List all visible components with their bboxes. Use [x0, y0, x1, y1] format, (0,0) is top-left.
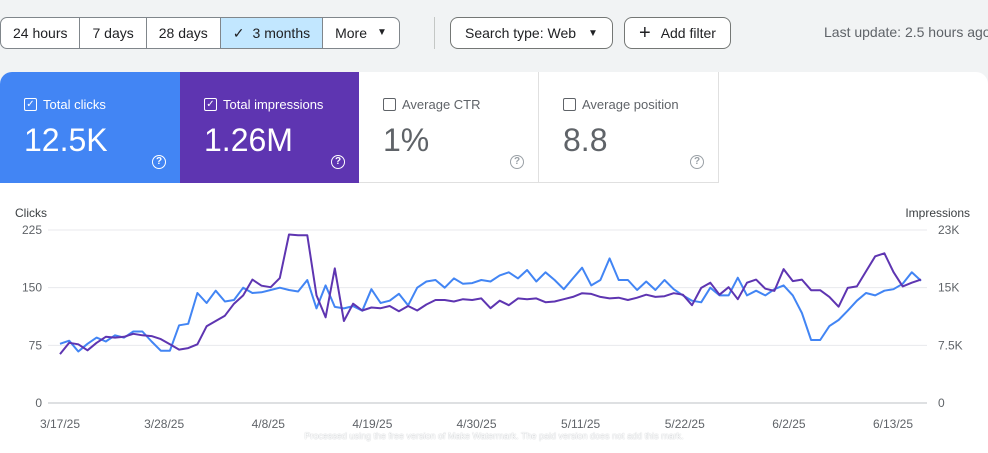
x-tick-label: 5/11/25	[561, 417, 600, 431]
metric-card-average-position[interactable]: Average position 8.8 ?	[539, 72, 719, 183]
toolbar: 24 hours 7 days 28 days ✓ 3 months More ▼ …	[0, 0, 988, 66]
caret-down-icon: ▼	[588, 27, 598, 39]
x-tick-label: 6/2/25	[772, 417, 806, 431]
y-tick-label-right: 0	[938, 396, 945, 410]
range-28-days-button[interactable]: 28 days	[147, 18, 221, 48]
x-tick-label: 4/30/25	[456, 417, 496, 431]
metric-label: Total clicks	[43, 97, 106, 112]
y-tick-label-left: 225	[22, 223, 42, 237]
help-icon[interactable]: ?	[331, 155, 345, 169]
metric-value: 1%	[383, 122, 430, 158]
checkbox-checked-icon[interactable]: ✓	[24, 98, 37, 111]
metric-value: 8.8	[563, 122, 608, 158]
x-tick-label: 5/22/25	[665, 417, 705, 431]
last-update-text: Last update: 2.5 hours ago	[824, 24, 988, 40]
metric-value: 12.5K	[24, 122, 108, 158]
metric-label-row: ✓ Total impressions	[204, 97, 323, 112]
metric-value: 1.26M	[204, 122, 293, 158]
x-tick-label: 3/17/25	[40, 417, 80, 431]
add-filter-label: Add filter	[660, 25, 716, 41]
clicks-series-line	[59, 257, 922, 353]
range-24-hours-button[interactable]: 24 hours	[1, 18, 81, 48]
checkbox-checked-icon[interactable]: ✓	[204, 98, 217, 111]
metric-label: Total impressions	[223, 97, 324, 112]
impressions-series-line	[59, 233, 922, 355]
range-label: 3 months	[252, 25, 311, 41]
y-axis-title-left: Clicks	[15, 206, 47, 220]
performance-card: ✓ Total clicks 12.5K ? ✓ Total impressio…	[0, 72, 988, 453]
y-axis-title-right: Impressions	[905, 206, 970, 220]
metric-label: Average position	[582, 97, 679, 112]
search-type-dropdown[interactable]: Search type: Web ▼	[450, 17, 613, 49]
checkbox-unchecked-icon[interactable]	[563, 98, 576, 111]
checkmark-icon: ✓	[232, 25, 245, 41]
metric-card-average-ctr[interactable]: Average CTR 1% ?	[359, 72, 539, 183]
metric-label-row: Average position	[563, 97, 679, 112]
add-filter-button[interactable]: + Add filter	[624, 17, 731, 49]
y-tick-label-left: 75	[29, 338, 43, 352]
help-icon[interactable]: ?	[510, 155, 524, 169]
caret-down-icon: ▼	[377, 27, 387, 38]
more-label: More	[335, 25, 368, 41]
range-label: 24 hours	[13, 25, 68, 41]
toolbar-divider	[434, 17, 435, 49]
y-tick-label-right: 23K	[938, 223, 959, 237]
x-tick-label: 6/13/25	[873, 417, 913, 431]
metric-label: Average CTR	[402, 97, 481, 112]
checkbox-unchecked-icon[interactable]	[383, 98, 396, 111]
x-tick-label: 3/28/25	[144, 417, 184, 431]
search-type-label: Search type: Web	[465, 25, 577, 41]
range-label: 28 days	[158, 25, 208, 41]
metric-card-total-clicks[interactable]: ✓ Total clicks 12.5K ?	[0, 72, 180, 183]
range-3-months-button[interactable]: ✓ 3 months	[220, 18, 324, 48]
help-icon[interactable]: ?	[690, 155, 704, 169]
y-tick-label-left: 150	[22, 281, 42, 295]
chart-svg: 225 23K 150 15K 75 7.5K 0 0 Clicks Impressions 3/1…	[15, 206, 970, 431]
metric-label-row: Average CTR	[383, 97, 481, 112]
y-tick-label-left: 0	[35, 396, 42, 410]
performance-chart: 225 23K 150 15K 75 7.5K 0 0 Clicks Impressions 3/1…	[0, 183, 988, 453]
metric-label-row: ✓ Total clicks	[24, 97, 106, 112]
y-tick-label-right: 15K	[938, 281, 959, 295]
x-tick-label: 4/8/25	[252, 417, 286, 431]
y-tick-label-right: 7.5K	[938, 338, 963, 352]
metric-card-total-impressions[interactable]: ✓ Total impressions 1.26M ?	[180, 72, 359, 183]
help-icon[interactable]: ?	[152, 155, 166, 169]
x-tick-label: 4/19/25	[352, 417, 392, 431]
range-label: 7 days	[92, 25, 134, 41]
plus-icon: +	[639, 22, 651, 44]
watermark-notice: Processed using the free version of Make…	[304, 431, 684, 441]
range-more-button[interactable]: More ▼	[323, 18, 399, 48]
date-range-selector: 24 hours 7 days 28 days ✓ 3 months More ▼	[0, 17, 400, 49]
range-7-days-button[interactable]: 7 days	[80, 18, 147, 48]
